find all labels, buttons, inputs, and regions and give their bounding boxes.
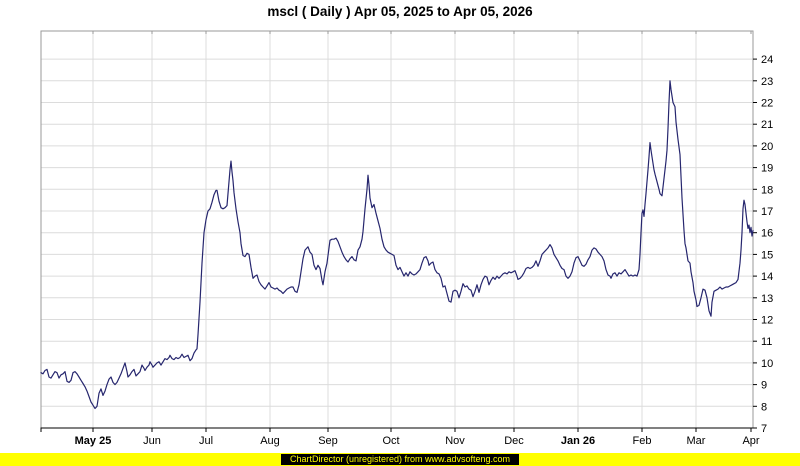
x-axis-label: Jan 26 [561,435,595,447]
y-axis-label: 11 [761,336,772,348]
x-axis-label: Oct [382,435,399,447]
y-axis-label: 24 [761,54,773,66]
footer-bar: ChartDirector (unregistered) from www.ad… [0,453,800,466]
price-line [40,80,754,410]
y-axis-label: 18 [761,184,773,196]
y-axis-label: 7 [761,423,767,435]
y-axis-label: 14 [761,271,773,283]
y-axis-label: 13 [761,293,773,305]
x-axis-label: May 25 [75,435,112,447]
x-axis-label: Apr [742,435,759,447]
y-axis-label: 9 [761,380,767,392]
y-axis-label: 21 [761,119,773,131]
x-axis-label: Jul [199,435,213,447]
y-axis-label: 20 [761,141,773,153]
x-axis-label: Nov [445,435,465,447]
y-axis-label: 22 [761,98,773,110]
plot-border [40,30,754,429]
chart-title: mscl ( Daily ) Apr 05, 2025 to Apr 05, 2… [267,4,533,19]
y-axis-label: 12 [761,315,773,327]
y-axis-label: 23 [761,76,773,88]
y-axis-label: 15 [761,249,773,261]
x-axis-label: Aug [260,435,280,447]
x-axis-label: Jun [143,435,161,447]
y-axis-label: 16 [761,228,773,240]
x-axis-label: Dec [504,435,524,447]
x-axis-label: Feb [633,435,652,447]
y-axis-label: 19 [761,163,773,175]
footer-text: ChartDirector (unregistered) from www.ad… [289,454,511,464]
chartdirector-credit: ChartDirector (unregistered) from www.ad… [280,454,520,465]
x-axis-label: Sep [318,435,338,447]
y-axis-label: 8 [761,401,767,413]
y-axis-label: 17 [761,206,773,218]
x-axis-label: Mar [687,435,706,447]
y-axis-label: 10 [761,358,773,370]
